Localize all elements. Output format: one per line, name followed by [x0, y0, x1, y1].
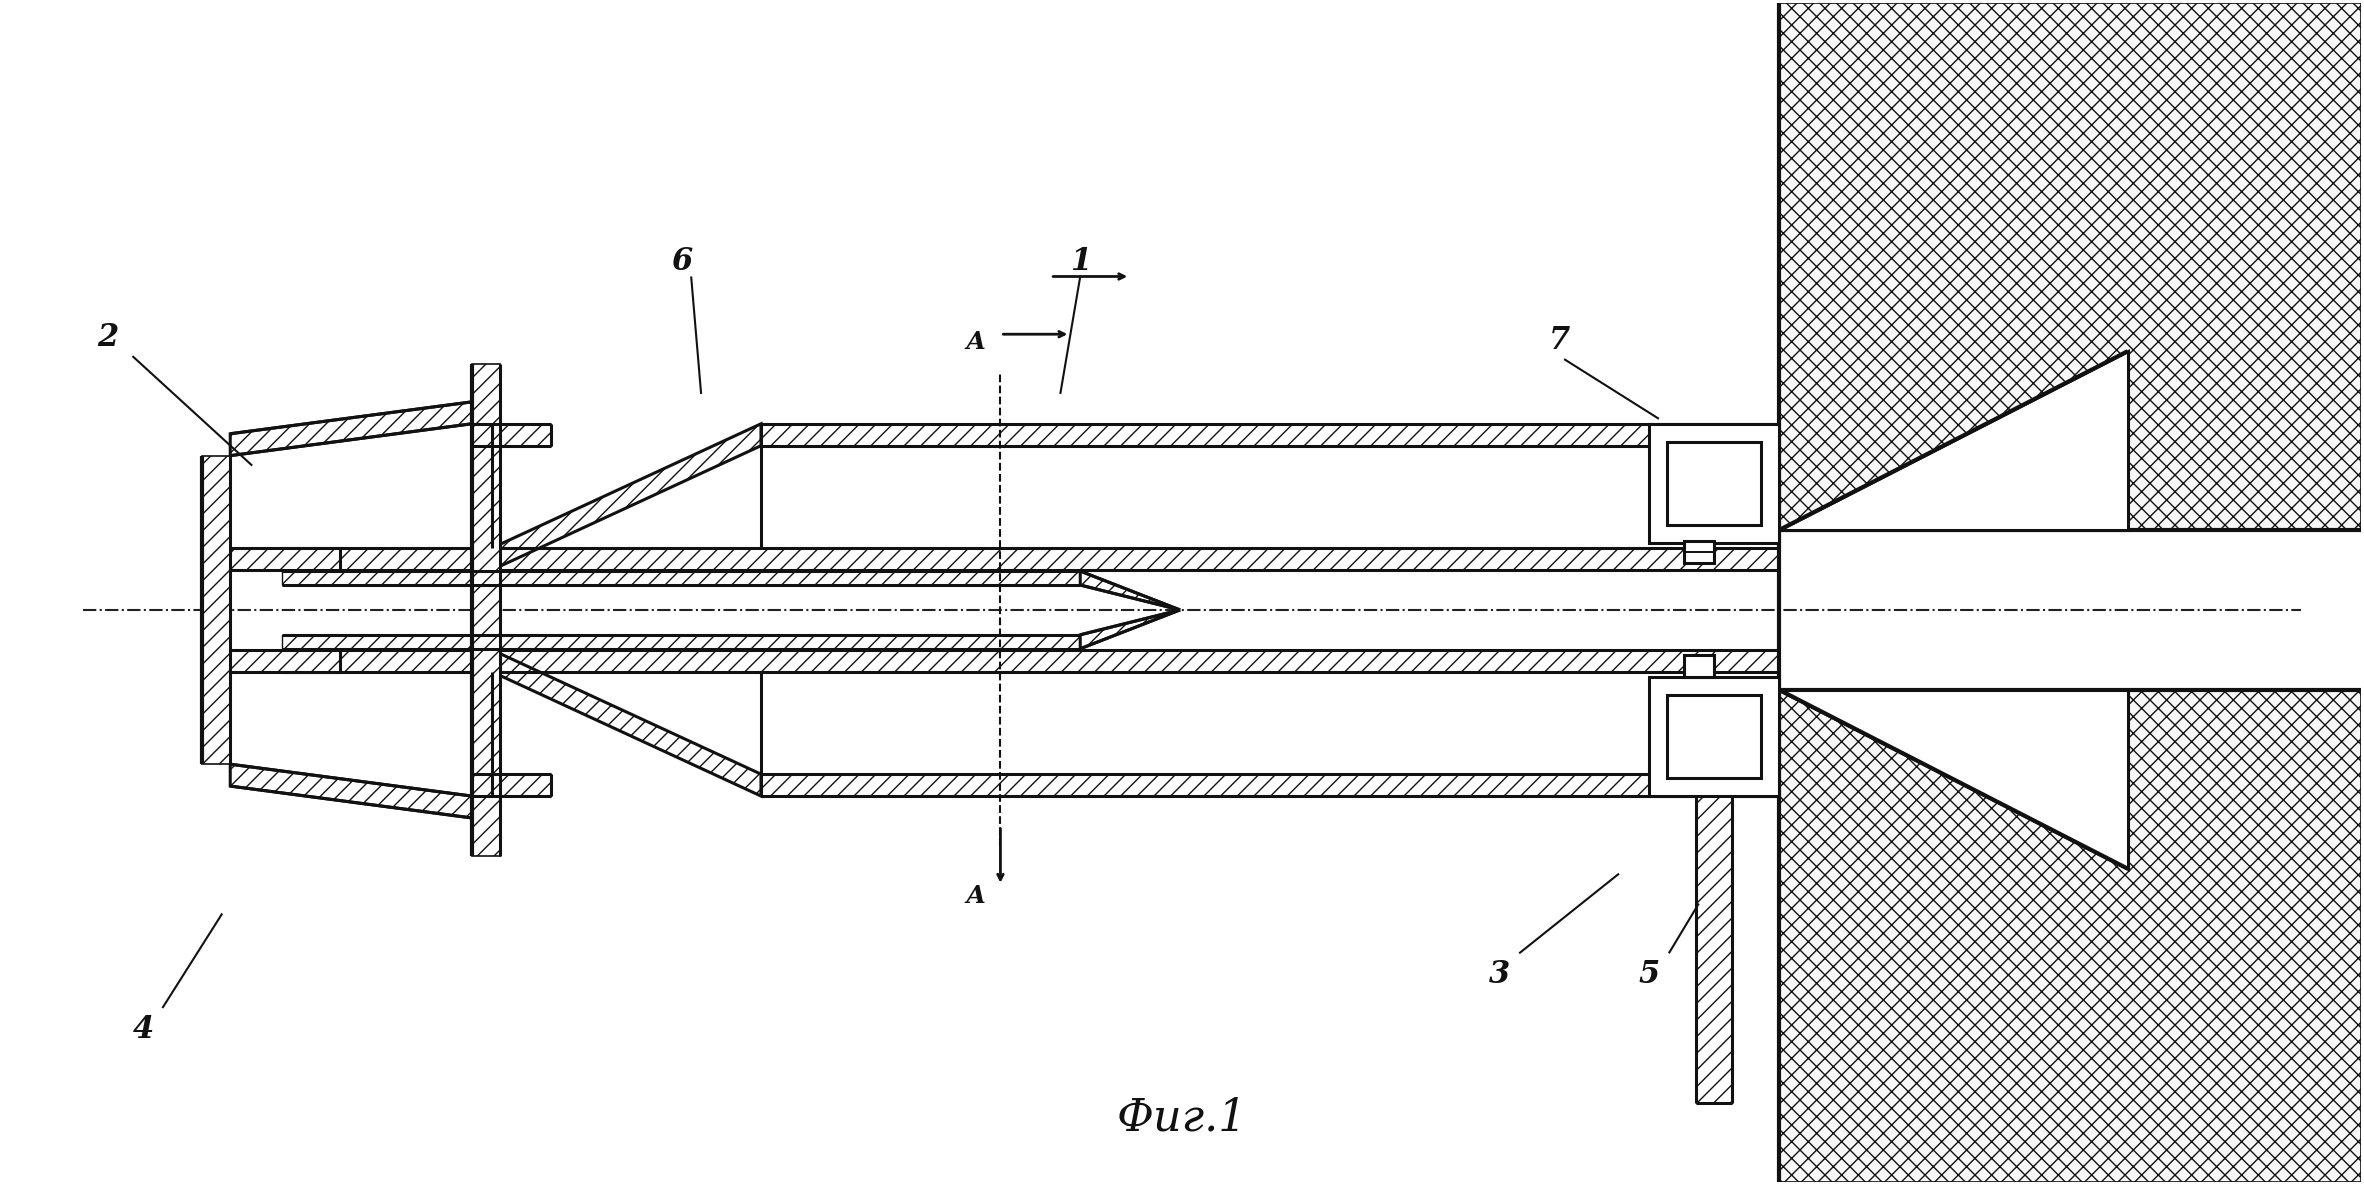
Polygon shape: [229, 402, 473, 456]
Text: 1: 1: [1071, 245, 1092, 276]
Text: 7: 7: [1548, 325, 1570, 357]
Bar: [281, 649, 1778, 672]
Polygon shape: [1778, 351, 2128, 531]
Bar: [761, 424, 1778, 446]
Polygon shape: [1080, 571, 1180, 610]
Bar: [281, 549, 1778, 570]
Bar: [1650, 424, 1778, 543]
Polygon shape: [1778, 690, 2128, 869]
Bar: [473, 424, 551, 446]
Bar: [1650, 424, 1778, 543]
Bar: [1667, 442, 1761, 525]
Bar: [1683, 654, 1714, 677]
Polygon shape: [492, 649, 761, 796]
Bar: [1695, 796, 1733, 1102]
Bar: [473, 364, 499, 856]
Text: А: А: [965, 884, 986, 908]
Polygon shape: [492, 424, 761, 570]
Bar: [1778, 690, 2362, 1183]
Bar: [281, 571, 1080, 585]
Text: 6: 6: [671, 245, 693, 276]
Bar: [281, 635, 1080, 648]
Bar: [473, 774, 551, 796]
Bar: [203, 456, 229, 764]
Bar: [229, 549, 340, 570]
Text: Фиг.1: Фиг.1: [1116, 1096, 1248, 1139]
Text: 5: 5: [1638, 959, 1660, 991]
Text: 3: 3: [1489, 959, 1511, 991]
Text: 4: 4: [132, 1014, 154, 1045]
Bar: [229, 649, 340, 672]
Text: А: А: [965, 331, 986, 354]
Bar: [1667, 694, 1761, 779]
Polygon shape: [1080, 610, 1180, 648]
Bar: [1650, 677, 1778, 796]
Text: 2: 2: [97, 322, 118, 353]
Bar: [1778, 2, 2362, 531]
Polygon shape: [229, 764, 473, 818]
Bar: [761, 774, 1778, 796]
Bar: [1650, 677, 1778, 796]
Bar: [1683, 542, 1714, 563]
